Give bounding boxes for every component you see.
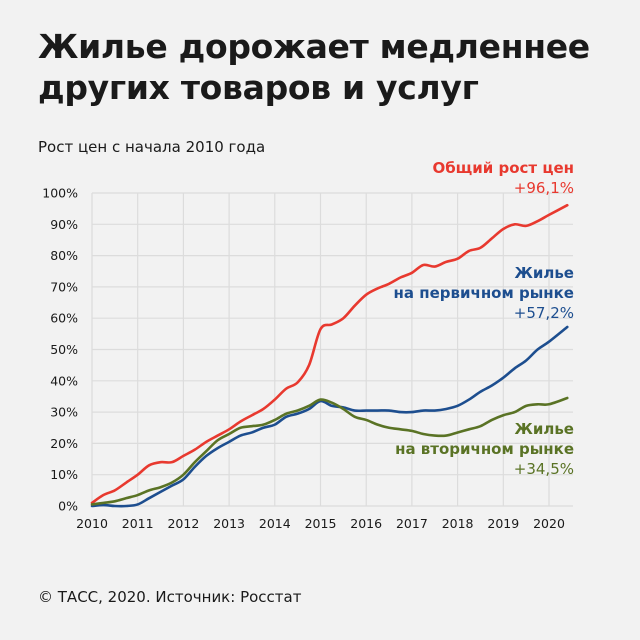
axis-ticks: 0% 10% 20% 30% 40% 50% 60% 70% 80% 90% 100% 2010 201… — [42, 186, 565, 532]
label-primary-1: Жилье — [514, 264, 574, 282]
x-tick-label: 2012 — [167, 516, 199, 531]
y-tick-label: 100% — [42, 186, 78, 201]
label-total: Общий рост цен — [432, 159, 574, 177]
label-primary-2: на первичном рынке — [394, 284, 574, 302]
x-tick-label: 2011 — [122, 516, 154, 531]
value-secondary: +34,5% — [514, 460, 574, 478]
y-tick-label: 10% — [50, 467, 78, 482]
series-lines — [90, 203, 569, 508]
x-tick-label: 2015 — [305, 516, 337, 531]
x-tick-label: 2017 — [396, 516, 428, 531]
y-tick-label: 40% — [50, 373, 78, 388]
series-labels: Общий рост цен +96,1% Жилье на первичном… — [394, 159, 574, 478]
y-tick-label: 50% — [50, 342, 78, 357]
x-tick-label: 2016 — [350, 516, 382, 531]
y-tick-label: 70% — [50, 279, 78, 294]
title-line-1: Жилье дорожает медленнее — [38, 27, 590, 66]
y-tick-label: 30% — [50, 405, 78, 420]
chart-subtitle: Рост цен с начала 2010 года — [38, 138, 266, 156]
source-note: © ТАСС, 2020. Источник: Росстат — [38, 588, 302, 606]
y-tick-label: 0% — [58, 499, 78, 514]
x-tick-label: 2018 — [442, 516, 474, 531]
title-line-2: других товаров и услуг — [38, 68, 479, 107]
line-primary-housing — [90, 325, 569, 508]
x-tick-label: 2019 — [487, 516, 519, 531]
line-total-prices — [90, 203, 569, 505]
x-tick-label: 2010 — [76, 516, 108, 531]
y-tick-label: 80% — [50, 248, 78, 263]
y-tick-label: 90% — [50, 217, 78, 232]
y-tick-label: 20% — [50, 436, 78, 451]
label-secondary-2: на вторичном рынке — [395, 440, 574, 458]
value-primary: +57,2% — [514, 304, 574, 322]
value-total: +96,1% — [514, 179, 574, 197]
grid — [91, 192, 573, 507]
line-secondary-housing — [90, 396, 569, 506]
x-tick-label: 2014 — [259, 516, 291, 531]
chart-title: Жилье дорожает медленнее других товаров и… — [38, 26, 590, 108]
y-tick-label: 60% — [50, 311, 78, 326]
x-tick-label: 2013 — [213, 516, 245, 531]
x-tick-label: 2020 — [533, 516, 565, 531]
label-secondary-1: Жилье — [514, 420, 574, 438]
